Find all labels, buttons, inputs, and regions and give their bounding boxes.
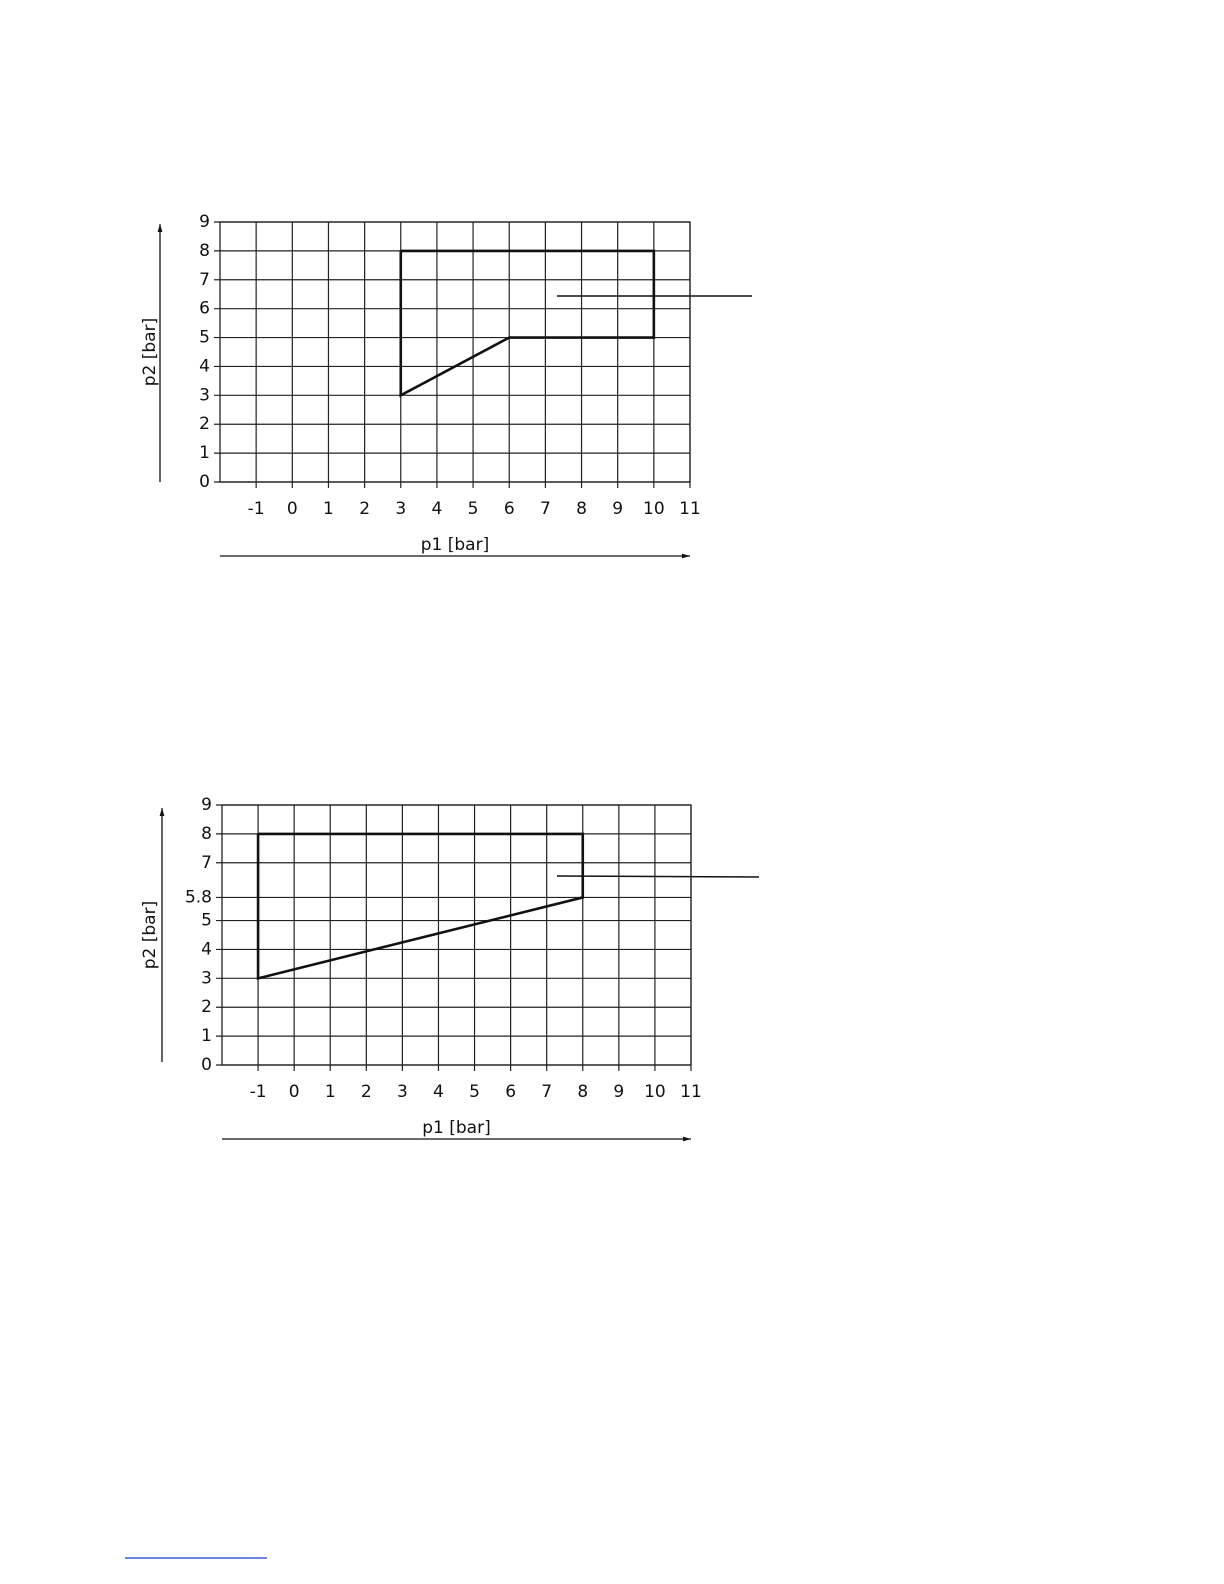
x-tick-label: 11 [679, 499, 701, 519]
x-tick-label: 4 [433, 1082, 444, 1102]
x-tick-label: 5 [469, 1082, 480, 1102]
x-tick-label: 10 [643, 499, 665, 519]
x-tick-label: 0 [287, 499, 298, 519]
x-tick-label: 8 [576, 499, 587, 519]
x-tick-label: 10 [644, 1082, 666, 1102]
x-axis-label: p1 [bar] [422, 1118, 490, 1138]
y-tick-label: 5.8 [185, 887, 212, 907]
y-tick-label: 9 [199, 212, 210, 232]
y-tick-label: 0 [201, 1055, 212, 1075]
x-tick-label: 1 [323, 499, 334, 519]
y-tick-label: 0 [199, 472, 210, 492]
x-tick-label: 9 [613, 1082, 624, 1102]
outline [256, 832, 585, 980]
leader-line [556, 875, 760, 878]
x-tick-label: 7 [540, 499, 551, 519]
x-tick-label: 2 [361, 1082, 372, 1102]
y-tick-label: 5 [201, 911, 212, 931]
x-tick-label: 8 [577, 1082, 588, 1102]
y-tick-label: 1 [201, 1026, 212, 1046]
x-tick-label: -1 [248, 499, 265, 519]
x-tick-label: 4 [432, 499, 443, 519]
x-axis-label: p1 [bar] [421, 535, 489, 555]
y-tick-label: 6 [199, 299, 210, 319]
x-tick-label: 1 [325, 1082, 336, 1102]
y-tick-label: 3 [201, 968, 212, 988]
y-tick-label: 4 [199, 356, 210, 376]
x-tick-label: 3 [395, 499, 406, 519]
plot-frame [221, 804, 692, 1066]
y-tick-label: 3 [199, 385, 210, 405]
y-tick-label: 8 [201, 824, 212, 844]
y-tick-label: 9 [201, 795, 212, 815]
y-tick-label: 5 [199, 328, 210, 348]
x-tick-label: -1 [250, 1082, 267, 1102]
y-tick-label: 2 [201, 997, 212, 1017]
x-tick-label: 11 [680, 1082, 702, 1102]
y-tick-label: 2 [199, 414, 210, 434]
x-tick-label: 3 [397, 1082, 408, 1102]
y-tick-label: 1 [199, 443, 210, 463]
y-tick-label: 7 [199, 270, 210, 290]
x-tick-label: 5 [468, 499, 479, 519]
y-axis-label: p2 [bar] [140, 901, 160, 969]
plot-frame [219, 221, 691, 483]
x-tick-label: 2 [359, 499, 370, 519]
y-tick-label: 4 [201, 939, 212, 959]
x-tick-label: 7 [541, 1082, 552, 1102]
x-tick-label: 6 [504, 499, 515, 519]
y-axis-label: p2 [bar] [140, 318, 160, 386]
x-tick-label: 9 [612, 499, 623, 519]
x-tick-label: 0 [289, 1082, 300, 1102]
y-tick-label: 8 [199, 241, 210, 261]
x-tick-label: 6 [505, 1082, 516, 1102]
outline [399, 249, 656, 398]
y-tick-label: 7 [201, 853, 212, 873]
